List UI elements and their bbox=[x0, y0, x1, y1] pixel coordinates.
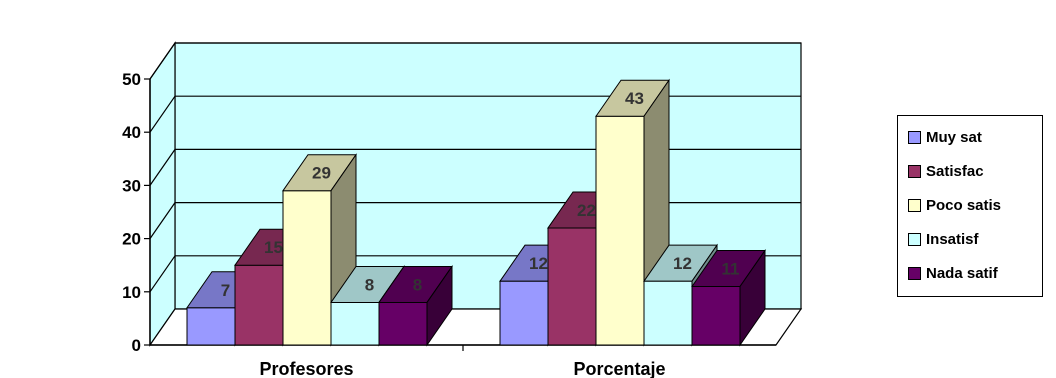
data-label: 7 bbox=[221, 281, 230, 300]
legend-item: Satisfac bbox=[908, 154, 1042, 188]
legend-item: Nada satif bbox=[908, 256, 1042, 290]
bar-muy-sat bbox=[186, 307, 236, 346]
legend-label: Nada satif bbox=[926, 264, 998, 282]
legend-swatch bbox=[908, 232, 921, 246]
bar-muy-sat bbox=[499, 280, 549, 346]
gridline bbox=[149, 95, 801, 133]
data-label: 8 bbox=[413, 275, 422, 294]
gridline bbox=[149, 148, 801, 186]
bar-insatisf bbox=[330, 301, 380, 346]
bar-satisfac bbox=[234, 264, 284, 346]
bar-nada-satif bbox=[691, 285, 741, 346]
bar-insatisf bbox=[643, 280, 693, 346]
y-tick-label: 20 bbox=[122, 230, 141, 249]
data-label: 15 bbox=[264, 238, 283, 257]
data-label: 12 bbox=[673, 254, 692, 273]
x-category-label: Profesores bbox=[259, 359, 353, 378]
x-category-label: Porcentaje bbox=[573, 359, 665, 378]
y-tick-label: 50 bbox=[122, 70, 141, 89]
legend-swatch bbox=[908, 198, 921, 212]
gridline bbox=[149, 42, 801, 80]
y-tick-label: 30 bbox=[122, 176, 141, 195]
bar-side bbox=[426, 264, 453, 347]
y-tick-label: 10 bbox=[122, 283, 141, 302]
bar-poco-satis bbox=[282, 190, 332, 346]
side-wall bbox=[149, 41, 176, 347]
bar-poco-satis bbox=[595, 115, 645, 346]
y-tick-label: 0 bbox=[132, 336, 141, 355]
legend-swatch bbox=[908, 266, 921, 280]
legend-label: Muy sat bbox=[926, 128, 982, 146]
legend-item: Muy sat bbox=[908, 120, 1042, 154]
y-tick-label: 40 bbox=[122, 123, 141, 142]
data-label: 8 bbox=[365, 275, 374, 294]
legend-item: Insatisf bbox=[908, 222, 1042, 256]
legend-label: Poco satis bbox=[926, 196, 1002, 214]
bar-side bbox=[739, 248, 766, 347]
legend-label: Satisfac bbox=[926, 162, 984, 180]
legend-item: Poco satis bbox=[908, 188, 1042, 222]
data-label: 12 bbox=[529, 254, 548, 273]
legend-swatch bbox=[908, 164, 921, 178]
bar-satisfac bbox=[547, 227, 597, 346]
data-label: 43 bbox=[625, 89, 644, 108]
data-label: 11 bbox=[722, 259, 740, 278]
legend: Muy sat Satisfac Poco satis Insatisf Nada sa… bbox=[897, 115, 1043, 297]
data-label: 22 bbox=[577, 201, 596, 220]
legend-swatch bbox=[908, 130, 921, 144]
data-label: 29 bbox=[312, 164, 331, 183]
legend-label: Insatisf bbox=[926, 230, 979, 248]
bar-nada-satif bbox=[378, 301, 428, 346]
